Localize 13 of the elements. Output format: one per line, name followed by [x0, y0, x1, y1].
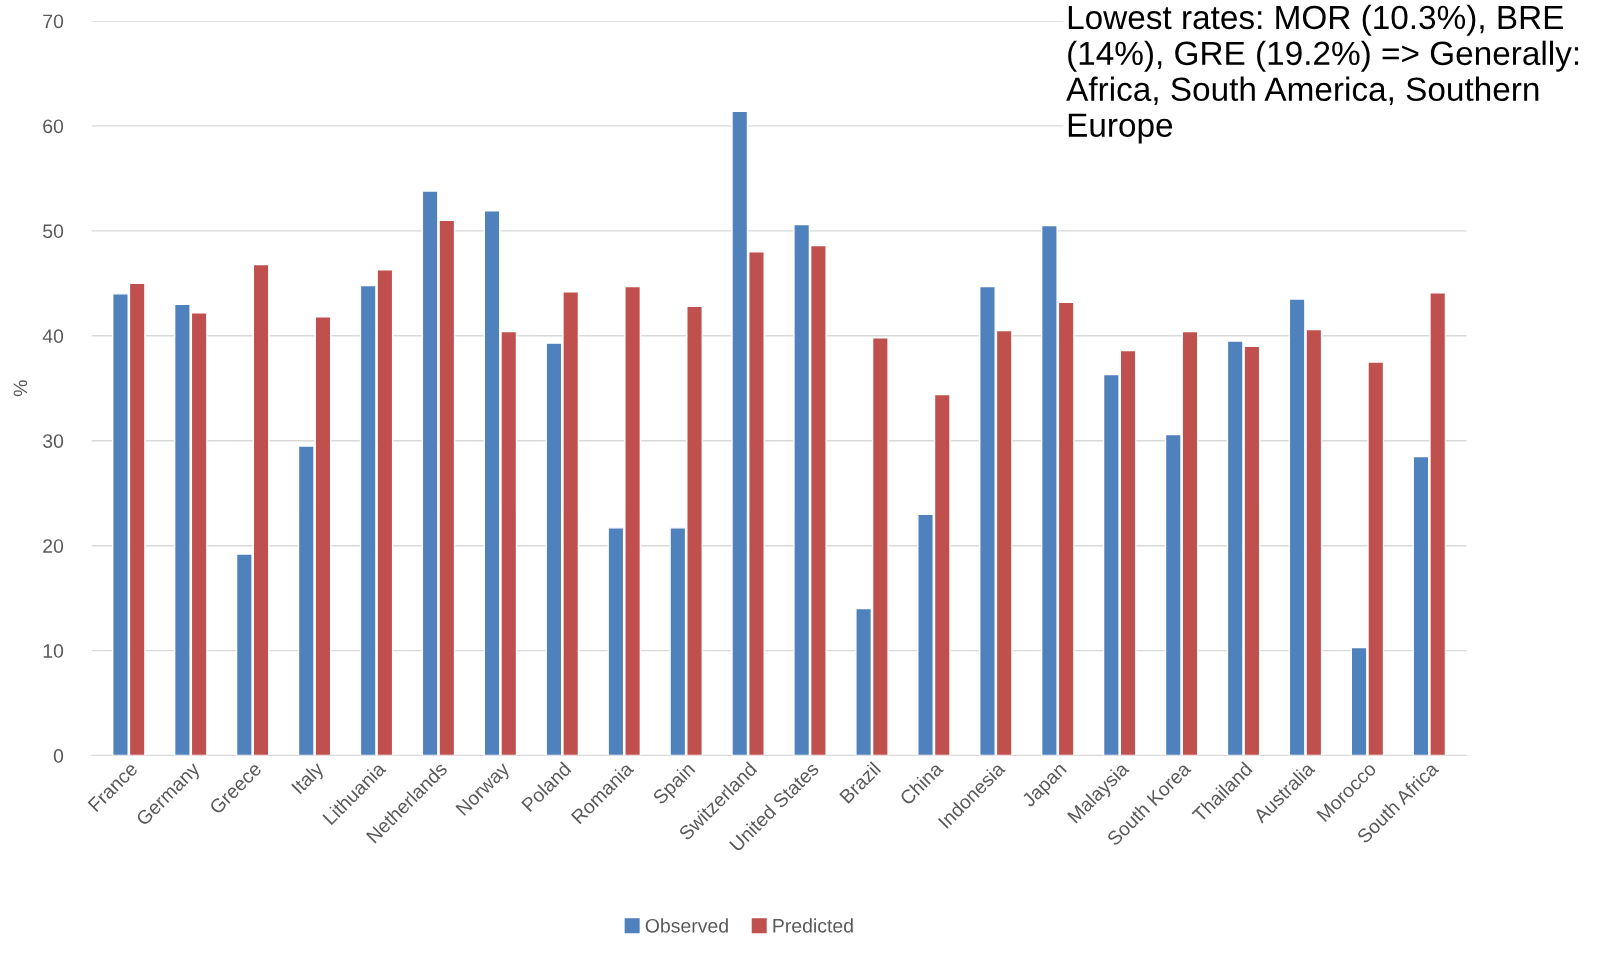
y-tick-label: 20 [43, 539, 64, 553]
y-tick-label: 10 [43, 644, 64, 658]
y-axis-title: % [13, 380, 28, 397]
y-tick-label: 50 [43, 224, 64, 239]
legend-label: Observed [645, 918, 728, 933]
legend-label: Predicted [773, 918, 853, 933]
y-tick-label: 30 [42, 434, 64, 448]
y-tick-label: 60 [43, 119, 64, 134]
y-tick-label: 70 [43, 14, 64, 29]
x-tick-label: Italy [290, 760, 328, 798]
annotation: Lowest rates: MOR (10.3%), BRE (14%), GRE (19.2%) => Generally: Africa, South America, Southern Europe [1066, 4, 1579, 144]
y-tick-label: 40 [42, 329, 64, 344]
y-tick-label: 0 [53, 749, 64, 763]
